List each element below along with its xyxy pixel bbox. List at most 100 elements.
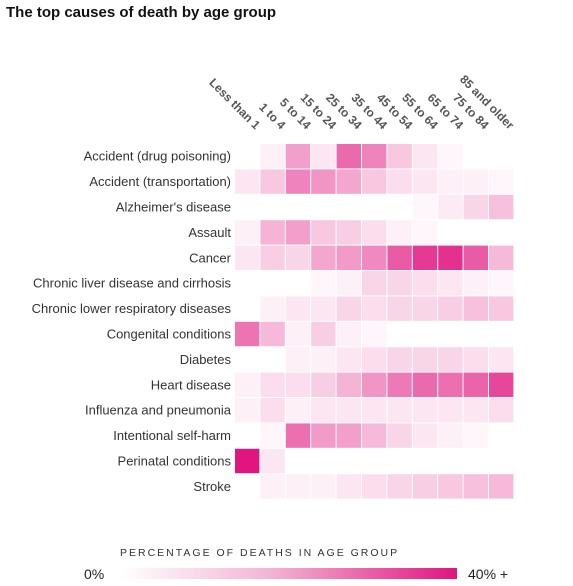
heatmap-cell xyxy=(387,372,412,397)
heatmap-cell xyxy=(362,194,387,220)
heatmap-cell xyxy=(463,347,488,372)
heatmap-cell xyxy=(438,220,463,245)
heatmap-cell xyxy=(285,169,311,194)
heatmap-cell xyxy=(438,423,463,448)
heatmap-cell xyxy=(311,398,336,423)
heatmap-cell xyxy=(336,347,361,372)
heatmap-cell xyxy=(235,372,260,397)
row-label: Assault xyxy=(188,225,231,240)
heatmap-cell xyxy=(412,423,438,448)
heatmap-cell xyxy=(463,474,488,499)
heatmap-cell xyxy=(489,423,514,448)
heatmap-cell xyxy=(235,296,260,321)
heatmap-cell xyxy=(336,169,361,194)
heatmap-cell xyxy=(235,194,260,220)
heatmap-cell xyxy=(438,296,463,321)
heatmap-cell xyxy=(362,169,387,194)
heatmap-cell xyxy=(260,321,285,347)
heatmap-cell xyxy=(235,398,260,423)
heatmap-cell xyxy=(463,245,488,270)
row-label: Chronic liver disease and cirrhosis xyxy=(33,276,231,291)
heatmap-cell xyxy=(260,271,285,296)
heatmap-cell xyxy=(489,321,514,347)
heatmap-cell xyxy=(362,448,387,474)
heatmap-cell xyxy=(285,398,311,423)
column-label: Less than 1 xyxy=(206,76,263,133)
heatmap-cell xyxy=(311,372,336,397)
heatmap-cell xyxy=(463,398,488,423)
heatmap-cell xyxy=(336,321,361,347)
heatmap-cell xyxy=(285,271,311,296)
heatmap-cell xyxy=(311,169,336,194)
heatmap-cell xyxy=(311,347,336,372)
heatmap-cell xyxy=(336,194,361,220)
heatmap-cell xyxy=(489,474,514,499)
heatmap-cell xyxy=(235,220,260,245)
heatmap-cell xyxy=(463,372,488,397)
heatmap-cell xyxy=(412,398,438,423)
heatmap-cell xyxy=(311,245,336,270)
heatmap-cell xyxy=(438,194,463,220)
heatmap-cell xyxy=(463,220,488,245)
heatmap-cell xyxy=(489,169,514,194)
heatmap-cell xyxy=(285,296,311,321)
heatmap-cell xyxy=(311,423,336,448)
heatmap-cell xyxy=(489,245,514,270)
heatmap-cell xyxy=(438,347,463,372)
row-label: Cancer xyxy=(189,250,232,265)
heatmap-cell xyxy=(412,372,438,397)
row-label: Accident (drug poisoning) xyxy=(84,149,231,164)
heatmap-cell xyxy=(412,296,438,321)
heatmap-cell xyxy=(463,448,488,474)
heatmap-cell xyxy=(463,144,488,169)
heatmap-cell xyxy=(463,194,488,220)
row-label: Intentional self-harm xyxy=(113,428,231,443)
heatmap-cell xyxy=(311,271,336,296)
heatmap-cell xyxy=(311,448,336,474)
row-label: Influenza and pneumonia xyxy=(85,403,232,418)
row-label: Chronic lower respiratory diseases xyxy=(32,301,232,316)
heatmap-cell xyxy=(336,296,361,321)
heatmap-cell xyxy=(260,474,285,499)
heatmap-cell xyxy=(387,296,412,321)
legend-min-label: 0% xyxy=(84,566,105,582)
heatmap-cell xyxy=(387,347,412,372)
heatmap-cell xyxy=(387,448,412,474)
heatmap-cell xyxy=(260,448,285,474)
heatmap-cell xyxy=(438,474,463,499)
heatmap-cell xyxy=(438,321,463,347)
heatmap-cell xyxy=(463,321,488,347)
heatmap-cell xyxy=(489,271,514,296)
heatmap-cell xyxy=(336,423,361,448)
heatmap-cell xyxy=(438,448,463,474)
heatmap-cell xyxy=(260,144,285,169)
row-label: Heart disease xyxy=(151,377,231,392)
heatmap-cell xyxy=(285,448,311,474)
heatmap-cell xyxy=(463,271,488,296)
heatmap-cell xyxy=(489,448,514,474)
heatmap-cell xyxy=(412,245,438,270)
heatmap-cell xyxy=(463,423,488,448)
heatmap-cell xyxy=(285,194,311,220)
heatmap-cell xyxy=(260,194,285,220)
heatmap-cell xyxy=(412,271,438,296)
heatmap-cell xyxy=(336,372,361,397)
heatmap-cell xyxy=(387,194,412,220)
heatmap-cell xyxy=(311,194,336,220)
legend-title: PERCENTAGE OF DEATHS IN AGE GROUP xyxy=(120,547,400,559)
row-label: Diabetes xyxy=(180,352,232,367)
heatmap-cell xyxy=(438,398,463,423)
row-label: Alzheimer's disease xyxy=(116,200,231,215)
heatmap-cell xyxy=(362,398,387,423)
heatmap-cell xyxy=(387,398,412,423)
heatmap-cell xyxy=(285,245,311,270)
heatmap-cell xyxy=(489,220,514,245)
heatmap-cell xyxy=(412,194,438,220)
heatmap-cell xyxy=(260,398,285,423)
heatmap-cell xyxy=(285,347,311,372)
heatmap-cell xyxy=(412,474,438,499)
heatmap-cell xyxy=(260,347,285,372)
heatmap-cell xyxy=(362,245,387,270)
heatmap-cell xyxy=(387,220,412,245)
heatmap-cell xyxy=(362,220,387,245)
